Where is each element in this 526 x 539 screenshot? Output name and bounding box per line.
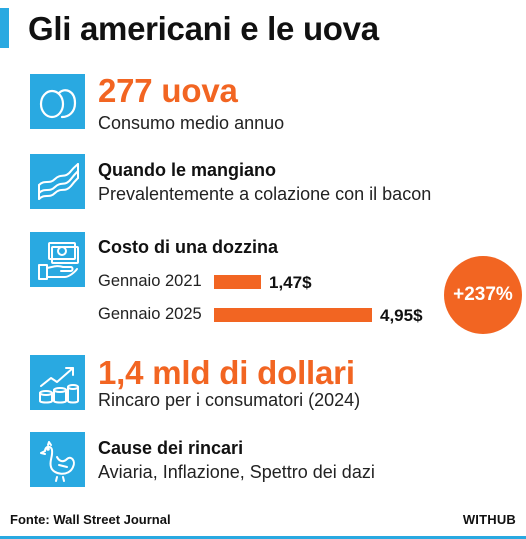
bar-2021 — [214, 275, 261, 289]
bar-value-2021: 1,47$ — [269, 273, 312, 292]
coins-growth-icon — [30, 355, 85, 410]
footer-accent-line — [0, 536, 526, 539]
egg-count-value: 277 uova — [98, 72, 238, 109]
when-caption: Prevalentemente a colazione con il bacon — [98, 184, 432, 204]
page-title: Gli americani e le uova — [28, 10, 379, 47]
source-credit: Fonte: Wall Street Journal — [10, 512, 171, 527]
percent-change-badge: +237% — [444, 256, 522, 334]
bar-label-2021: Gennaio 2021 — [98, 272, 202, 290]
egg-count-caption: Consumo medio annuo — [98, 113, 285, 133]
bar-value-2025: 4,95$ — [380, 306, 423, 325]
eggs-icon — [30, 74, 85, 129]
consumer-cost-value: 1,4 mld di dollari — [98, 354, 355, 391]
bar-label-2025: Gennaio 2025 — [98, 305, 202, 323]
bar-2025 — [214, 308, 372, 322]
causes-caption: Aviaria, Inflazione, Spettro dei dazi — [98, 462, 375, 482]
bacon-icon — [30, 154, 85, 209]
brand-logo: WITHUB — [462, 512, 516, 527]
chicken-icon — [30, 432, 85, 487]
title-accent-bar — [0, 8, 9, 48]
causes-title: Cause dei rincari — [98, 438, 244, 458]
money-hand-icon — [30, 232, 85, 287]
dozen-cost-title: Costo di una dozzina — [98, 237, 278, 257]
when-title: Quando le mangiano — [98, 160, 277, 180]
consumer-cost-caption: Rincaro per i consumatori (2024) — [98, 390, 361, 410]
